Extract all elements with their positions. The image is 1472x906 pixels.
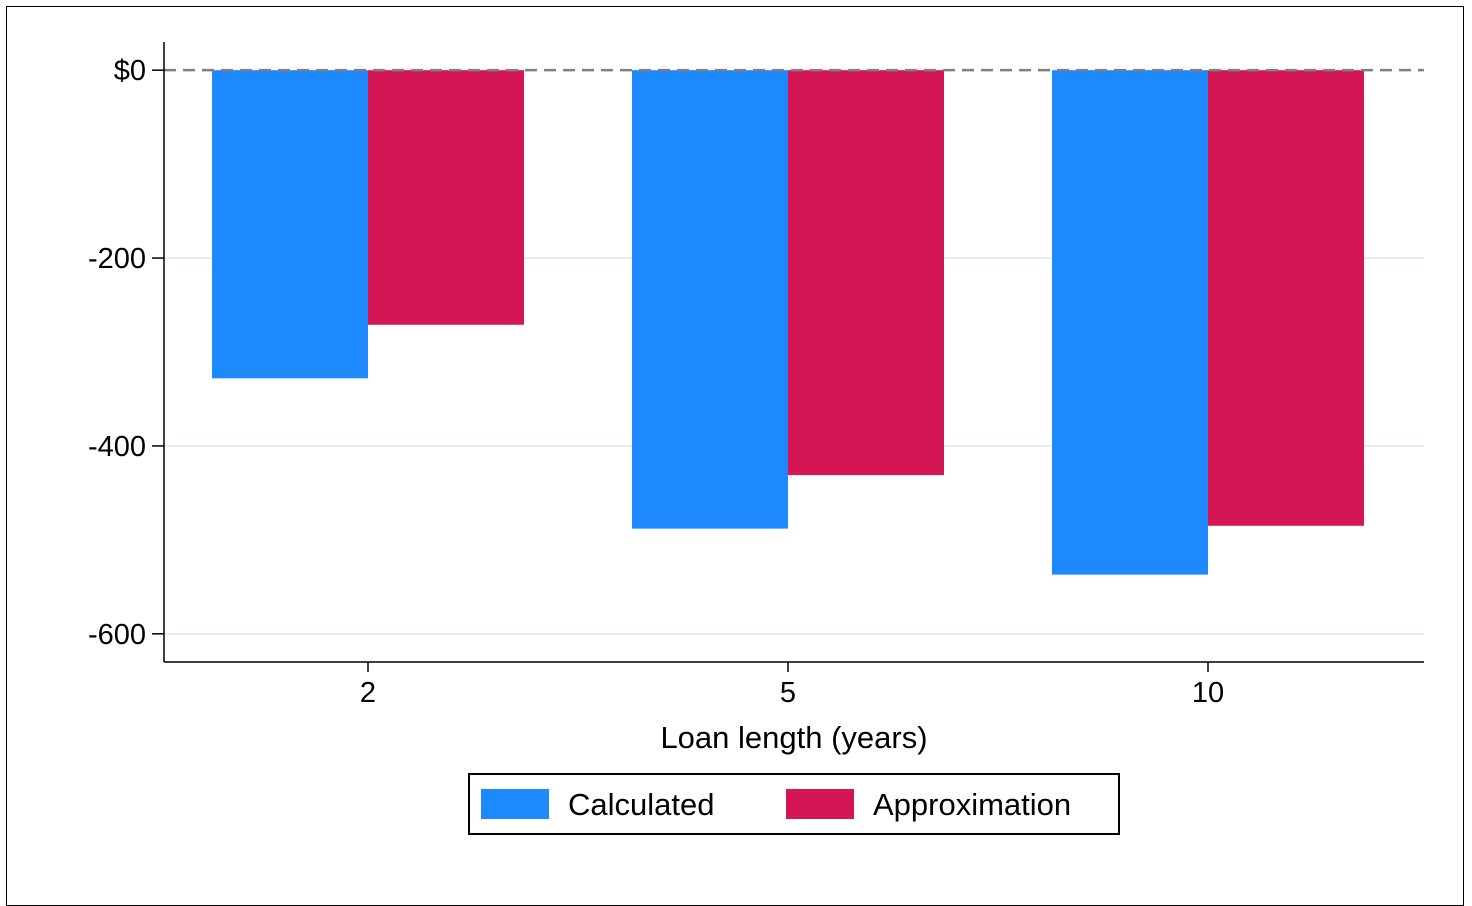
legend-swatch-calculated (481, 789, 549, 819)
bar-calculated-5 (632, 70, 788, 529)
bar-approximation-2 (368, 70, 524, 325)
legend-swatch-approximation (786, 789, 854, 819)
y-tick-label: -600 (88, 619, 146, 651)
bar-calculated-2 (212, 70, 368, 379)
y-tick-label: -400 (88, 431, 146, 463)
x-axis-title: Loan length (years) (660, 720, 927, 755)
x-tick-label: 2 (360, 677, 376, 709)
legend-label-calculated: Calculated (568, 787, 714, 822)
y-tick-label: $0 (114, 55, 146, 87)
bar-approximation-10 (1208, 70, 1364, 526)
x-tick-labels: 2 5 10 (360, 677, 1224, 709)
x-tick-label: 10 (1192, 677, 1224, 709)
axes (152, 42, 1424, 672)
x-tick-label: 5 (780, 677, 796, 709)
legend: Calculated Approximation (468, 773, 1120, 835)
y-tick-label: -200 (88, 243, 146, 275)
bar-calculated-10 (1052, 70, 1208, 575)
bar-chart: $0-200-400-600 2 5 10 Loan length (years) … (88, 42, 1424, 835)
y-tick-labels: $0 -200 -400 -600 (88, 55, 146, 651)
bar-approximation-5 (788, 70, 944, 476)
bars (212, 70, 1364, 575)
legend-label-approximation: Approximation (873, 787, 1071, 822)
